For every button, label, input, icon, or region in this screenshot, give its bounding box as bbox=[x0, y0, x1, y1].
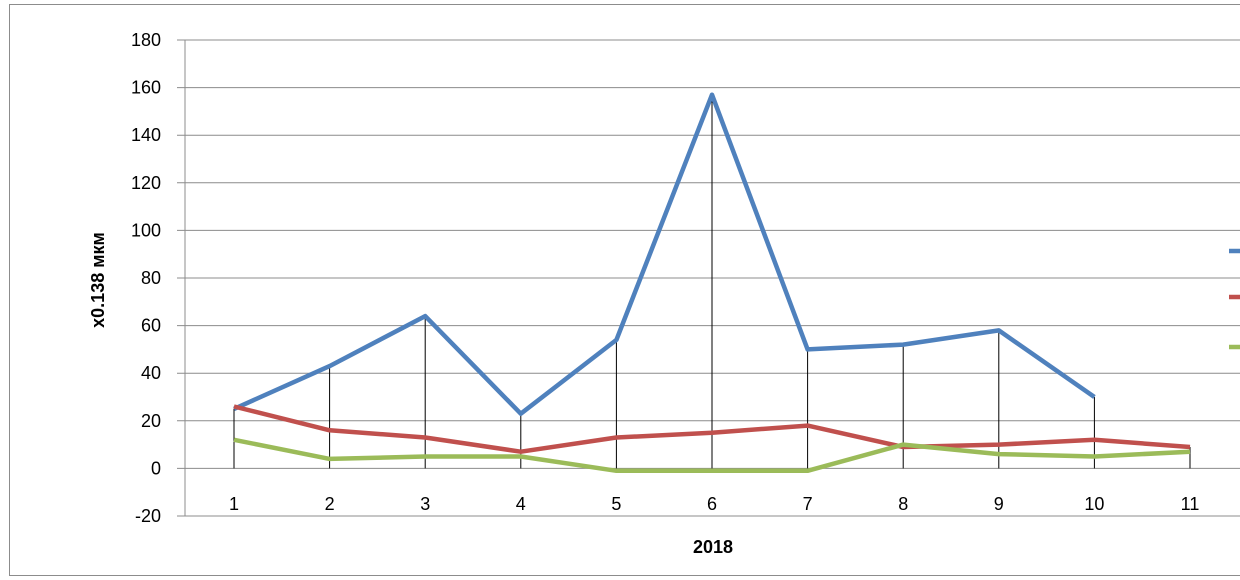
x-tick-label: 5 bbox=[611, 494, 621, 514]
x-tick-label: 11 bbox=[1181, 494, 1200, 514]
series-line-2 bbox=[233, 404, 1191, 454]
y-tick-label: 60 bbox=[141, 316, 161, 336]
x-tick-label: 4 bbox=[516, 494, 526, 514]
series-lines bbox=[233, 92, 1191, 474]
x-tick-labels: 1 2 3 4 5 6 7 8 9 10 11 bbox=[229, 494, 1199, 514]
y-axis-title: x0.138 мкм bbox=[88, 232, 108, 328]
y-tick-label: 180 bbox=[131, 30, 161, 50]
x-tick-label: 2 bbox=[325, 494, 335, 514]
y-tick-label: 40 bbox=[141, 363, 161, 383]
x-axis-title: 2018 bbox=[693, 537, 733, 557]
y-tick-label: 140 bbox=[131, 125, 161, 145]
x-tick-label: 6 bbox=[707, 494, 717, 514]
x-tick-label: 3 bbox=[420, 494, 430, 514]
series-line-1 bbox=[233, 92, 1096, 416]
y-tick-label: 100 bbox=[131, 220, 161, 240]
x-tick-label: 7 bbox=[803, 494, 813, 514]
series-line-3 bbox=[233, 437, 1191, 474]
x-tick-label: 10 bbox=[1084, 494, 1104, 514]
y-tick-label: 80 bbox=[141, 268, 161, 288]
y-tick-label: 0 bbox=[151, 458, 161, 478]
y-tick-label: 120 bbox=[131, 173, 161, 193]
y-tick-label: 20 bbox=[141, 411, 161, 431]
chart-frame bbox=[9, 4, 1240, 576]
legend bbox=[1229, 248, 1240, 350]
y-tick-labels: -20 0 20 40 60 80 100 120 140 160 180 bbox=[131, 30, 161, 526]
grid-lines bbox=[177, 39, 1240, 517]
x-tick-label: 9 bbox=[994, 494, 1004, 514]
x-tick-label: 1 bbox=[229, 494, 239, 514]
y-tick-label: 160 bbox=[131, 78, 161, 98]
y-tick-label: -20 bbox=[135, 506, 161, 526]
drop-lines bbox=[233, 94, 1191, 469]
x-tick-label: 8 bbox=[898, 494, 908, 514]
